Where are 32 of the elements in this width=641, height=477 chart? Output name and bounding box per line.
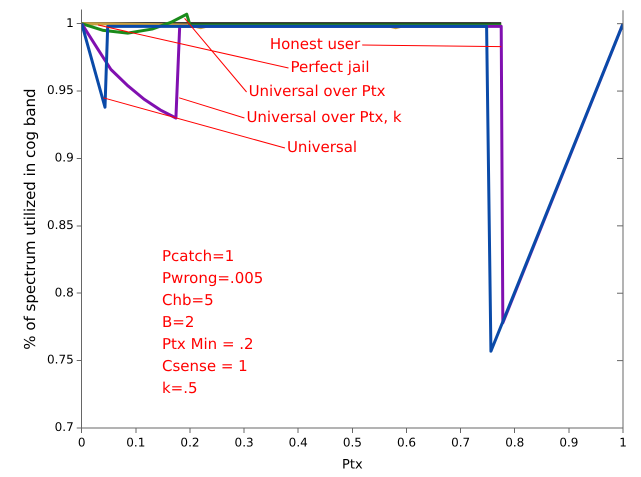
- annotation: Ptx Min = .2: [162, 334, 254, 353]
- x-tick-label: 0.2: [180, 435, 200, 450]
- x-tick-label: 0: [78, 435, 86, 450]
- y-tick-label: 0.85: [47, 218, 74, 232]
- x-tick-label: 0.3: [234, 435, 254, 450]
- annotation: Universal over Ptx, k: [246, 108, 402, 126]
- x-tick-label: 0.4: [288, 435, 308, 450]
- x-tick-label: 0.8: [505, 435, 524, 450]
- y-tick-label: 0.9: [54, 150, 74, 165]
- annotation: Universal: [286, 138, 358, 156]
- x-tick-label: 0.7: [451, 435, 470, 450]
- annotation: Perfect jail: [290, 58, 370, 76]
- y-tick-label: 0.7: [54, 420, 74, 434]
- x-tick-label: 0.5: [342, 435, 362, 450]
- x-axis-title: Ptx: [342, 458, 363, 473]
- annotation: Csense = 1: [162, 356, 248, 375]
- annotation: Chb=5: [162, 290, 214, 309]
- x-tick-label: 0.1: [126, 435, 146, 450]
- x-tick-label: 1: [619, 435, 627, 450]
- y-tick-label: 1: [66, 16, 74, 30]
- x-tick-label: 0.6: [396, 435, 416, 450]
- y-tick-label: 0.95: [47, 83, 74, 98]
- annotation: Universal over Ptx: [248, 82, 386, 100]
- annotation: Pcatch=1: [162, 246, 234, 265]
- x-tick-label: 0.9: [559, 435, 578, 450]
- annotation: k=.5: [162, 378, 198, 397]
- y-axis-title: % of spectrum utilized in cog band: [20, 88, 39, 350]
- y-tick-label: 0.8: [54, 285, 74, 300]
- annotation: Pwrong=.005: [162, 268, 264, 287]
- y-tick-label: 0.75: [47, 352, 74, 367]
- annotation: B=2: [162, 312, 194, 331]
- annotation: Honest user: [270, 34, 362, 53]
